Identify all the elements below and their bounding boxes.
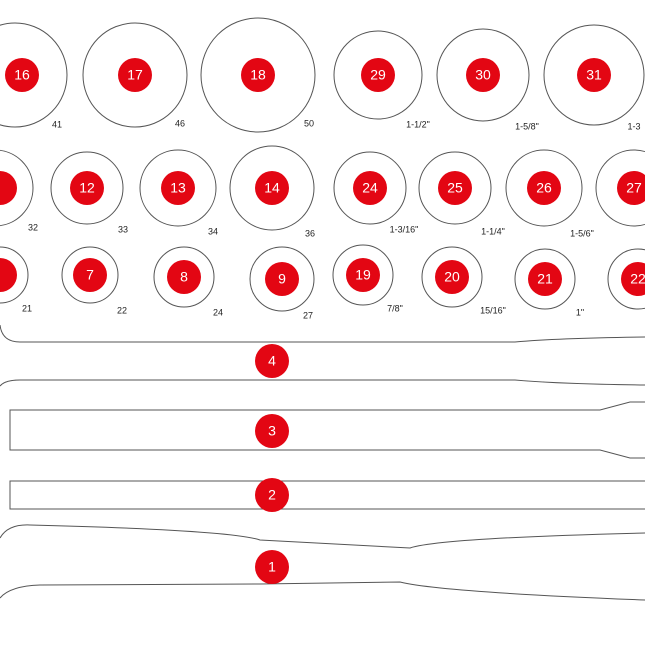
size-label: 1-5/6" [570, 228, 594, 238]
size-label: 41 [52, 119, 62, 129]
socket-outline [249, 246, 315, 312]
marker-dot [255, 550, 289, 584]
marker-dot [265, 262, 299, 296]
marker-dot [466, 58, 500, 92]
tool-outline [0, 581, 645, 601]
marker-label: 16 [14, 67, 30, 83]
marker-label: 31 [586, 67, 602, 83]
marker-dot [0, 171, 17, 205]
marker-dot [255, 414, 289, 448]
marker-dot [70, 171, 104, 205]
size-label: 1-1/2" [406, 119, 430, 129]
marker-label: 30 [475, 67, 491, 83]
marker-label: 26 [536, 180, 552, 196]
socket-outline [332, 244, 394, 306]
socket-outline [505, 149, 583, 227]
size-label: 21 [22, 303, 32, 313]
socket-outline [50, 151, 124, 225]
size-label: 36 [305, 228, 315, 238]
marker-dot [118, 58, 152, 92]
marker-label: 18 [250, 67, 266, 83]
socket-outline [514, 248, 576, 310]
marker-dot [346, 258, 380, 292]
socket-outline [82, 22, 188, 128]
size-label: 50 [304, 118, 314, 128]
marker-dot [617, 171, 645, 205]
marker-label: 2 [268, 487, 276, 503]
marker-label: 24 [362, 180, 378, 196]
marker-dot [577, 58, 611, 92]
socket-outline [418, 151, 492, 225]
socket-outline [0, 149, 34, 227]
marker-label: 1 [268, 559, 276, 575]
size-label: 46 [175, 118, 185, 128]
size-label: 1-3/16" [390, 224, 419, 234]
size-label: 15/16" [480, 305, 506, 315]
size-label: 32 [28, 222, 38, 232]
marker-label: 13 [170, 180, 186, 196]
size-label: 22 [117, 305, 127, 315]
marker-label: 25 [447, 180, 463, 196]
marker-dot [528, 262, 562, 296]
socket-outline [543, 24, 645, 126]
socket-outline [139, 149, 217, 227]
tool-outline [0, 324, 645, 343]
size-label: 1-3 [627, 121, 640, 131]
marker-dot [241, 58, 275, 92]
marker-dot [435, 260, 469, 294]
marker-dot [0, 258, 17, 292]
marker-dot [161, 171, 195, 205]
tool-outline [0, 524, 645, 549]
socket-outline [607, 248, 645, 310]
marker-label: 20 [444, 269, 460, 285]
marker-label: 21 [537, 271, 553, 287]
marker-label: 7 [86, 267, 94, 283]
marker-label: 14 [264, 180, 280, 196]
size-label: 24 [213, 307, 223, 317]
marker-label: 19 [355, 267, 371, 283]
socket-outline [153, 246, 215, 308]
marker-label: 9 [278, 271, 286, 287]
marker-dot [527, 171, 561, 205]
marker-dot [73, 258, 107, 292]
tool-outline [9, 480, 645, 510]
marker-dot [438, 171, 472, 205]
size-label: 7/8" [387, 303, 403, 313]
socket-outline [595, 149, 645, 227]
marker-dot [255, 478, 289, 512]
marker-dot [5, 58, 39, 92]
size-label: 1-1/4" [481, 226, 505, 236]
marker-label: 17 [127, 67, 143, 83]
socket-outline [0, 22, 68, 128]
marker-label: 27 [626, 180, 642, 196]
tool-outline [0, 379, 645, 387]
marker-dot [255, 344, 289, 378]
socket-outline [436, 28, 530, 122]
size-label: 34 [208, 226, 218, 236]
socket-outline [421, 246, 483, 308]
socket-outline [0, 246, 29, 304]
socket-outline [61, 246, 119, 304]
marker-dot [167, 260, 201, 294]
socket-outline [333, 151, 407, 225]
marker-label: 12 [79, 180, 95, 196]
size-label: 1-5/8" [515, 121, 539, 131]
marker-label: 3 [268, 423, 276, 439]
size-label: 33 [118, 224, 128, 234]
marker-label: 8 [180, 269, 188, 285]
marker-label: 22 [630, 271, 645, 287]
socket-outline [200, 17, 316, 133]
marker-dot [255, 171, 289, 205]
marker-dot [621, 262, 645, 296]
marker-dot [361, 58, 395, 92]
tool-outline [9, 401, 645, 459]
socket-outline [229, 145, 315, 231]
marker-dot [353, 171, 387, 205]
marker-label: 29 [370, 67, 386, 83]
size-label: 1" [576, 307, 584, 317]
socket-outline [333, 30, 423, 120]
size-label: 27 [303, 310, 313, 320]
marker-label: 4 [268, 353, 276, 369]
